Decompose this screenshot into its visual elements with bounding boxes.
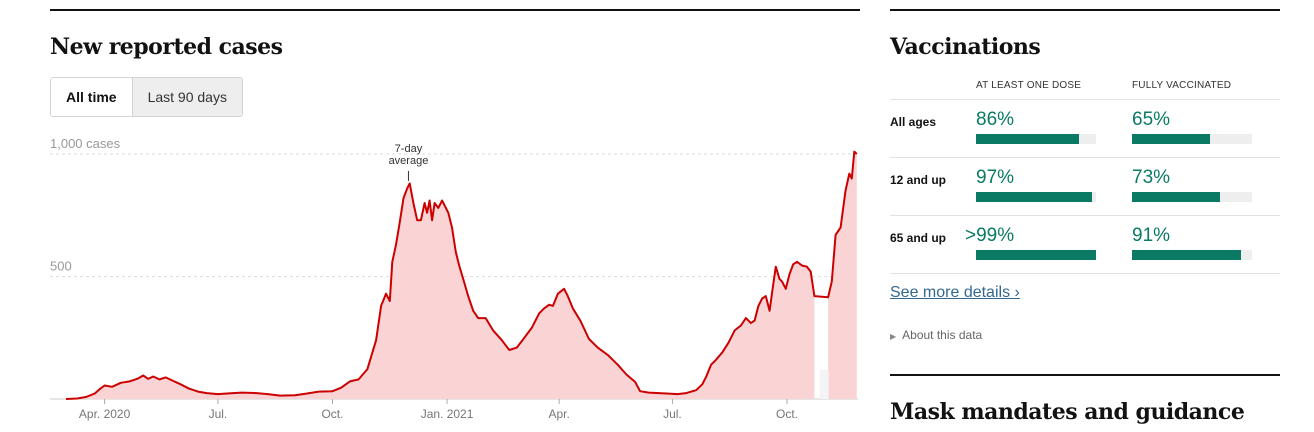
bar-fill: [976, 192, 1093, 202]
about-this-data-toggle[interactable]: ▶ About this data: [890, 328, 982, 342]
pct-one-dose-all-ages: 86%: [976, 109, 1015, 130]
row-label-all-ages: All ages: [890, 115, 937, 129]
x-tick-label: Oct.: [321, 407, 343, 421]
about-this-data-label: About this data: [902, 328, 983, 342]
bar-fill: [1132, 192, 1220, 202]
x-tick-label: Jan. 2021: [421, 407, 474, 421]
cases-heading: New reported cases: [50, 34, 283, 60]
vaccinations-top-rule: [890, 9, 1280, 11]
bar-fully-all-ages: [1132, 134, 1252, 144]
col-header-fully-vaccinated: FULLY VACCINATED: [1132, 80, 1232, 91]
x-tick-label: Oct.: [776, 407, 798, 421]
y-tick-label: 1,000 cases: [50, 136, 121, 151]
row-label-12-and-up: 12 and up: [890, 173, 947, 187]
time-range-toggle[interactable]: All time Last 90 days: [50, 77, 243, 117]
row-divider: [890, 273, 1280, 274]
mask-heading: Mask mandates and guidance: [890, 399, 1245, 425]
area-fill: [828, 151, 857, 399]
area-fill: [66, 183, 815, 399]
row-divider: [890, 215, 1280, 216]
x-tick-label: Jul.: [663, 407, 682, 421]
series-line: [65, 150, 858, 400]
x-tick-label: Apr.: [548, 407, 569, 421]
x-tick-label: Jul.: [209, 407, 228, 421]
vaccinations-heading: Vaccinations: [890, 34, 1041, 60]
row-divider: [890, 157, 1280, 158]
x-tick-label: Apr. 2020: [79, 407, 131, 421]
bar-one-dose-65-and-up: [976, 250, 1096, 260]
bar-one-dose-12-and-up: [976, 192, 1096, 202]
y-tick-label: 500: [50, 259, 72, 274]
row-divider: [890, 99, 1280, 100]
bar-fill: [1132, 250, 1242, 260]
tab-last-90-days[interactable]: Last 90 days: [131, 78, 242, 116]
no-data-gap: [819, 369, 829, 399]
see-more-details-link[interactable]: See more details ›: [890, 284, 1020, 301]
bar-fill: [976, 134, 1080, 144]
bar-fill: [976, 250, 1096, 260]
bar-fill: [1132, 134, 1210, 144]
tab-all-time[interactable]: All time: [51, 78, 132, 116]
bar-fully-12-and-up: [1132, 192, 1252, 202]
expand-triangle-icon: ▶: [890, 332, 897, 341]
pct-one-dose-65-and-up: >99%: [965, 225, 1015, 246]
bar-fully-65-and-up: [1132, 250, 1252, 260]
row-label-65-and-up: 65 and up: [890, 231, 947, 245]
pct-fully-12-and-up: 73%: [1132, 167, 1171, 188]
cases-top-rule: [50, 9, 860, 11]
annotation-label: average: [389, 155, 429, 167]
pct-fully-all-ages: 65%: [1132, 109, 1171, 130]
pct-fully-65-and-up: 91%: [1132, 225, 1171, 246]
pct-one-dose-12-and-up: 97%: [976, 167, 1015, 188]
col-header-one-dose: AT LEAST ONE DOSE: [976, 80, 1082, 91]
mask-top-rule: [890, 374, 1280, 376]
cases-chart: 1,000 cases 500 Apr. 2020 Jul. Oct. Jan. 2021…: [50, 136, 858, 421]
annotation-label: 7-day: [395, 143, 423, 155]
bar-one-dose-all-ages: [976, 134, 1096, 144]
